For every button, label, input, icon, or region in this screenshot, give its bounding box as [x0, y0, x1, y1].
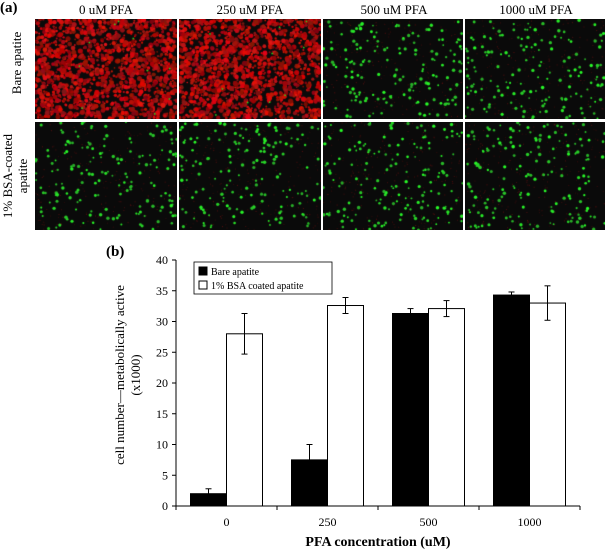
- legend-label: 1% BSA coated apatite: [211, 281, 304, 292]
- legend-box: [193, 261, 333, 295]
- y-tick-label: 30: [156, 315, 168, 329]
- y-tick-label: 35: [156, 284, 168, 298]
- micrograph-bare-500: [323, 19, 463, 119]
- column-label: 500 uM PFA: [360, 2, 428, 17]
- row-label-text: apatite: [15, 158, 30, 194]
- y-axis-label-line1: cell number—metabolically active: [112, 285, 127, 465]
- y-tick-label: 20: [156, 376, 168, 390]
- x-tick-label: 250: [319, 515, 337, 529]
- bar-bsa: [226, 333, 263, 507]
- micrograph-bare-250: [179, 19, 321, 119]
- column-label: 0 uM PFA: [79, 2, 133, 17]
- legend-swatch: [198, 280, 208, 290]
- micrograph-bsa-1000: [465, 122, 605, 230]
- bar-bsa: [327, 305, 364, 507]
- legend-swatch: [198, 266, 208, 276]
- panel-a-label: (a): [0, 0, 18, 16]
- column-label: 250 uM PFA: [216, 2, 284, 17]
- row-label-text: Bare apatite: [9, 31, 24, 95]
- bar-bare: [392, 313, 429, 507]
- column-label: 1000 uM PFA: [499, 2, 573, 17]
- x-axis-label: PFA concentration (uM): [305, 535, 450, 550]
- x-tick-label: 500: [420, 515, 438, 529]
- legend-label: Bare apatite: [211, 267, 260, 278]
- x-tick-label: 0: [224, 515, 230, 529]
- micrograph-bsa-500: [323, 122, 463, 230]
- bar-chart: (b) cell number—metabolically active (x1…: [106, 244, 581, 550]
- y-axis-label-line2: (x1000): [128, 354, 143, 395]
- panel-b-label: (b): [106, 244, 124, 260]
- row-label-text: 1% BSA-coated: [0, 133, 15, 219]
- plot-area: 0 5 10 15 20 25 30 35 40 0 250 500 1000 Bare apatite 1…: [156, 253, 581, 529]
- row-label-bare: Bare apatite: [9, 8, 25, 118]
- y-axis-label: cell number—metabolically active (x1000): [112, 285, 143, 465]
- micrograph-bsa-250: [179, 122, 321, 230]
- micrograph-bare-1000: [465, 19, 605, 119]
- y-tick-label: 5: [162, 468, 168, 482]
- y-tick-label: 40: [156, 253, 168, 267]
- y-tick-label: 0: [162, 499, 168, 513]
- y-tick-label: 25: [156, 345, 168, 359]
- y-tick-label: 15: [156, 407, 168, 421]
- bar-bare: [493, 294, 530, 507]
- bar-bsa: [428, 308, 465, 507]
- x-tick-label: 1000: [518, 515, 542, 529]
- row-label-bsa: 1% BSA-coated apatite: [0, 121, 32, 231]
- bar-bsa: [529, 302, 566, 507]
- y-tick-label: 10: [156, 438, 168, 452]
- micrograph-bare-0: [35, 19, 177, 119]
- micrograph-bsa-0: [35, 122, 177, 230]
